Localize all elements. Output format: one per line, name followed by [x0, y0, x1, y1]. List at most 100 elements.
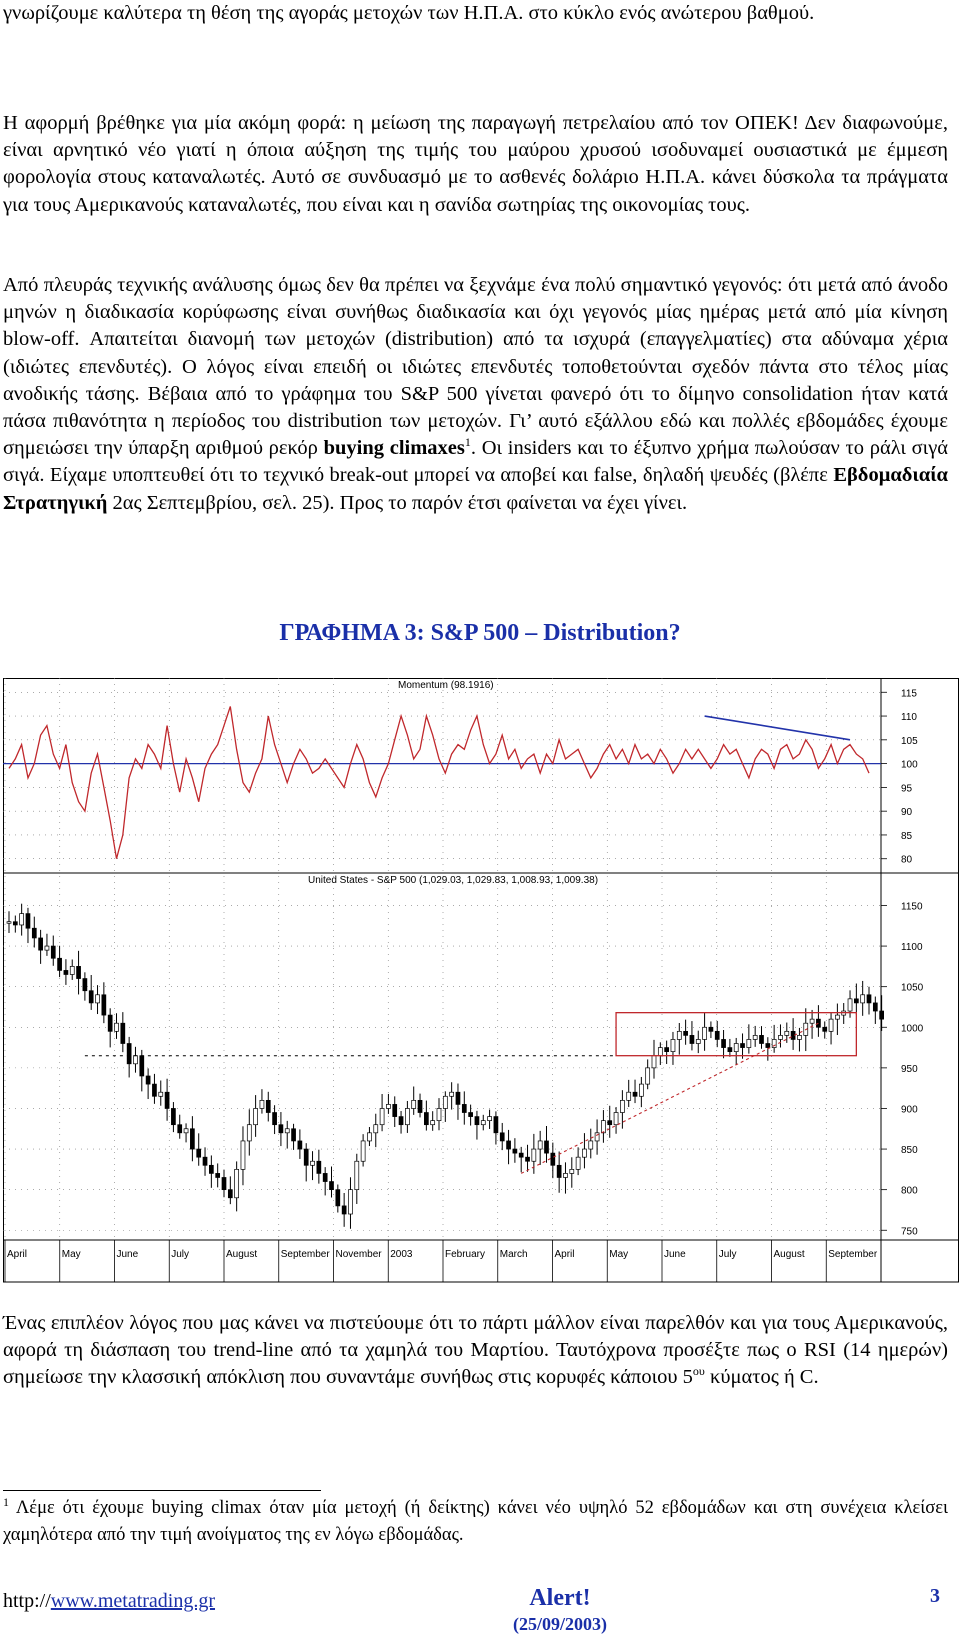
candle-body — [582, 1148, 587, 1158]
candle-body — [449, 1091, 454, 1097]
candle-body — [588, 1140, 594, 1150]
candle-body — [278, 1124, 284, 1134]
candle-body — [436, 1108, 442, 1121]
candle-body — [133, 1055, 138, 1065]
candle-body — [512, 1148, 518, 1154]
x-tick-label: May — [609, 1249, 628, 1260]
candle-body — [145, 1075, 151, 1085]
candle-body — [866, 994, 872, 1004]
candle-body — [879, 1010, 884, 1020]
candle-body — [284, 1128, 290, 1134]
x-tick-label: August — [226, 1249, 257, 1260]
candle-body — [607, 1120, 613, 1126]
candle-body — [348, 1189, 353, 1215]
candle-body — [114, 1022, 119, 1032]
divergence-line — [704, 715, 851, 741]
candle-body — [171, 1108, 176, 1126]
candle-body — [714, 1030, 720, 1040]
candle-body — [215, 1173, 221, 1178]
trendline-text-a: Ένας επιπλέον λόγος που μας κάνει να πισ… — [3, 1312, 948, 1389]
candle-body — [398, 1116, 404, 1126]
momentum-y-tick-label: 110 — [901, 712, 917, 723]
candle-body — [733, 1043, 739, 1052]
candle-body — [657, 1047, 663, 1057]
x-tick-label: June — [664, 1249, 686, 1260]
candle-body — [341, 1205, 347, 1215]
candle-body — [303, 1148, 309, 1166]
footer-url: http://www.metatrading.gr — [3, 1590, 215, 1613]
chart-svg: April May June July August September November 2… — [3, 678, 959, 1283]
candle-body — [63, 970, 69, 975]
candle-body — [594, 1132, 600, 1142]
candle-body — [487, 1116, 492, 1121]
candle-body — [272, 1112, 277, 1126]
candle-body — [828, 1018, 834, 1032]
chart-frame — [3, 678, 959, 1283]
candle-body — [556, 1164, 562, 1178]
sp500-chart: April May June July August September November 2… — [3, 678, 959, 1284]
candle-body — [525, 1156, 530, 1162]
candle-body — [835, 1014, 840, 1020]
candle-body — [196, 1148, 202, 1158]
intro-text: γνωρίζουμε καλύτερα τη θέση της αγοράς μ… — [3, 2, 815, 24]
candle-body — [854, 998, 859, 1004]
candle-body — [752, 1035, 758, 1040]
candle-body — [676, 1030, 682, 1040]
technical-text-b: 500 γίνεται φανερό ότι το δίμηνο consoli… — [3, 382, 948, 460]
candle-body — [702, 1026, 707, 1040]
x-tick-label: May — [62, 1249, 81, 1260]
candle-body — [689, 1035, 695, 1044]
momentum-y-tick-label: 100 — [901, 760, 918, 771]
candle-body — [190, 1128, 195, 1150]
x-tick-label: March — [500, 1249, 528, 1260]
candle-body — [531, 1148, 537, 1162]
candle-body — [322, 1173, 328, 1182]
candle-body — [310, 1160, 315, 1166]
candle-body — [82, 978, 88, 992]
candle-body — [620, 1099, 625, 1113]
candle-body — [164, 1091, 170, 1109]
sp500-y-tick-label: 1100 — [901, 942, 923, 953]
footnote-ref[interactable]: 1 — [464, 435, 471, 450]
x-tick-label: February — [445, 1249, 485, 1260]
candle-body — [38, 937, 43, 951]
momentum-y-tick-label: 85 — [901, 831, 913, 842]
candle-body — [177, 1124, 183, 1134]
x-tick-label: 2003 — [390, 1249, 413, 1260]
candle-body — [335, 1189, 341, 1207]
candle-body — [461, 1104, 467, 1113]
candle-body — [493, 1116, 499, 1134]
candle-body — [651, 1055, 657, 1069]
candle-body — [708, 1026, 714, 1032]
candle-body — [468, 1112, 473, 1117]
candle-body — [613, 1112, 619, 1126]
footnote-text: Λέμε ότι έχουμε buying climax όταν μία μ… — [3, 1498, 948, 1545]
candle-body — [518, 1152, 524, 1158]
candle-body — [57, 957, 62, 971]
x-tick-label: July — [171, 1249, 189, 1260]
candle-body — [816, 1018, 821, 1028]
technical-text-c: . Οι insiders και το έξυπνο χρήμα πωλούσ… — [3, 437, 948, 487]
candle-body — [139, 1055, 145, 1077]
candle-body — [822, 1026, 828, 1032]
candle-body — [537, 1140, 543, 1150]
candle-body — [291, 1128, 296, 1142]
candle-body — [626, 1091, 632, 1101]
candle-body — [6, 921, 12, 924]
candle-body — [360, 1140, 366, 1162]
website-link[interactable]: www.metatrading.gr — [50, 1590, 216, 1612]
candle-body — [76, 966, 81, 979]
candle-body — [392, 1104, 398, 1117]
x-tick-label: November — [336, 1249, 383, 1260]
candle-body — [759, 1035, 764, 1044]
sp500-y-tick-label: 1050 — [901, 983, 924, 994]
technical-text-a: Από πλευράς τεχνικής ανάλυσης όμως δεν θ… — [3, 274, 948, 405]
candle-body — [683, 1030, 688, 1036]
candle-body — [417, 1099, 423, 1113]
intro-paragraph: γνωρίζουμε καλύτερα τη θέση της αγοράς μ… — [3, 0, 948, 27]
x-tick-label: April — [7, 1249, 27, 1260]
candle-body — [695, 1039, 701, 1044]
trendline-paragraph: Ένας επιπλέον λόγος που μας κάνει να πισ… — [3, 1310, 948, 1392]
footnote-number: 1 — [3, 1494, 9, 1509]
x-tick-label: September — [281, 1249, 331, 1260]
